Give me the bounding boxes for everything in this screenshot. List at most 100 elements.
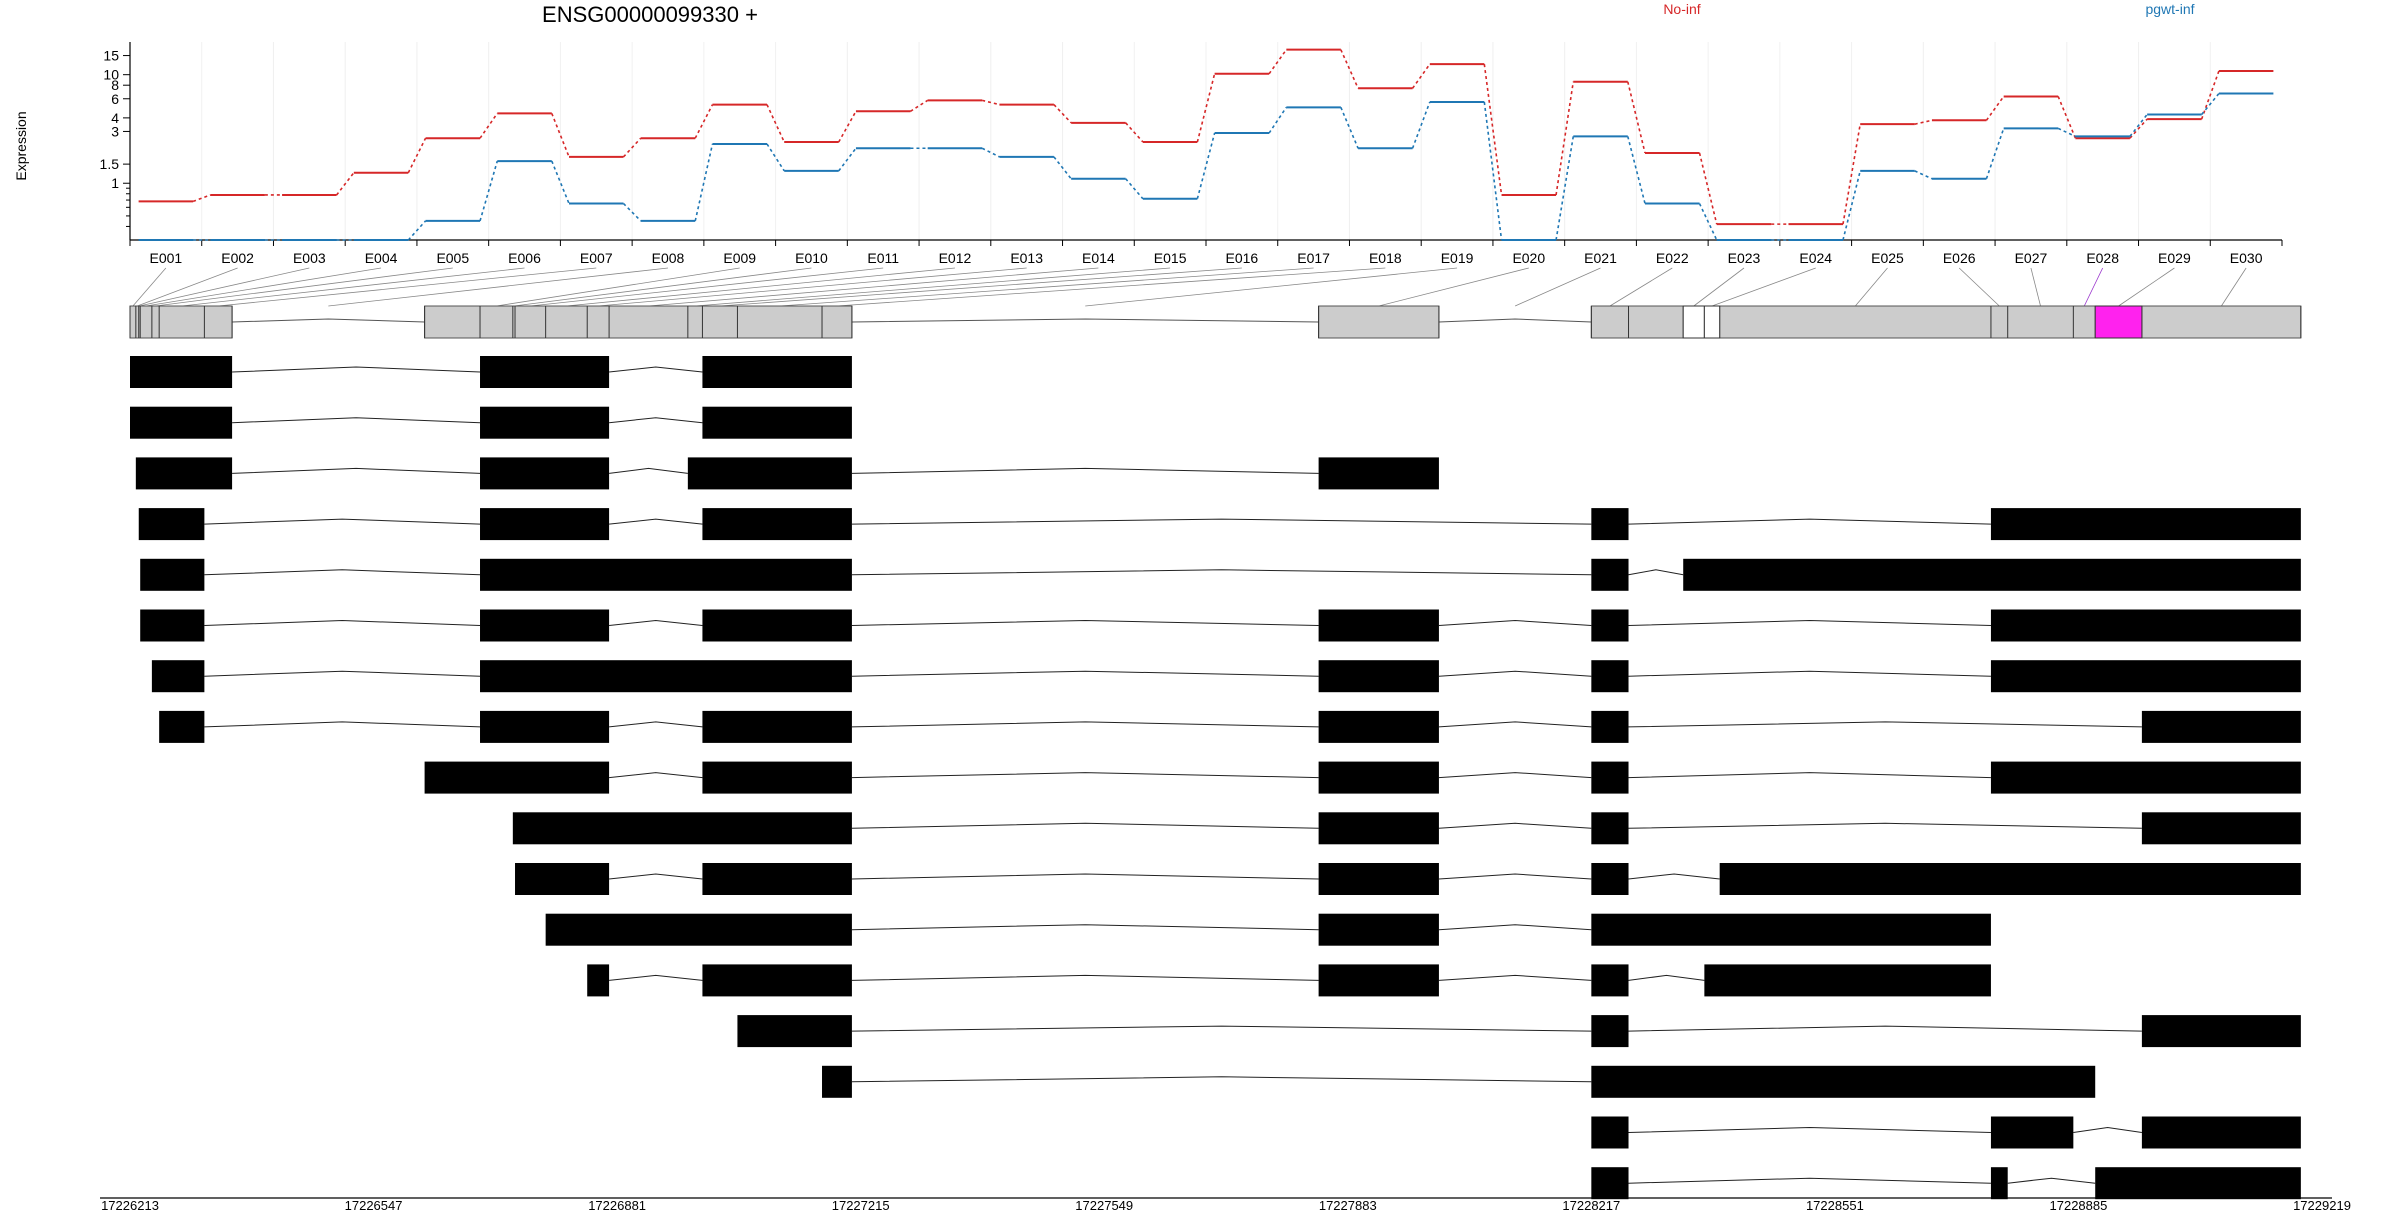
transcript-intron xyxy=(851,873,1319,880)
series-connector xyxy=(1268,106,1288,134)
exon-tick-label: E027 xyxy=(2015,250,2048,266)
series-connector xyxy=(1053,156,1072,180)
exon-tick-label: E022 xyxy=(1656,250,1689,266)
transcript-exon xyxy=(480,710,610,743)
transcript-exon xyxy=(1591,1065,2096,1098)
transcript-intron xyxy=(1438,619,1592,626)
series-No-inf xyxy=(138,48,2274,226)
exon-connector xyxy=(779,267,1314,307)
exon-connector xyxy=(155,267,453,307)
series-connector xyxy=(1340,107,1359,149)
series-connector xyxy=(2057,96,2077,139)
exon-tick-label: E026 xyxy=(1943,250,1976,266)
transcript-intron xyxy=(851,721,1319,728)
y-tick-label: 3 xyxy=(111,123,119,139)
series-connector xyxy=(1268,49,1287,75)
transcript-row xyxy=(159,710,2301,743)
transcript-exon xyxy=(822,1065,852,1098)
exon-tick-label: E003 xyxy=(293,250,326,266)
exon-tick-label: E021 xyxy=(1584,250,1617,266)
series-connector xyxy=(2129,113,2148,137)
series-connector xyxy=(1483,101,1503,241)
transcript-exon xyxy=(702,710,852,743)
transcript-intron xyxy=(1438,670,1592,677)
exon-tick-label: E011 xyxy=(867,250,899,266)
transcript-exon xyxy=(702,406,852,439)
transcript-exon xyxy=(2141,812,2301,845)
transcript-intron xyxy=(609,974,703,981)
series-connector xyxy=(1555,81,1575,196)
series-connector xyxy=(479,112,498,139)
transcript-exon xyxy=(2095,1167,2301,1200)
transcript-exon xyxy=(480,558,852,591)
series-connector xyxy=(1483,64,1503,196)
transcript-row xyxy=(1591,1167,2301,1200)
transcript-intron xyxy=(851,924,1319,931)
series-connector xyxy=(622,137,642,158)
y-tick-label: 1.5 xyxy=(100,156,120,172)
exon-connector xyxy=(2118,267,2175,307)
transcript-exon xyxy=(1318,710,1439,743)
transcript-exon xyxy=(1591,558,1629,591)
series-connector xyxy=(551,160,570,204)
y-tick-label: 10 xyxy=(103,67,119,83)
transcript-exon xyxy=(480,406,610,439)
exon-connector xyxy=(328,267,669,307)
y-tick-label: 8 xyxy=(111,77,119,93)
transcript-intron xyxy=(1438,721,1592,728)
transcript-exon xyxy=(702,863,852,895)
exon-connector xyxy=(132,267,167,307)
transcript-intron xyxy=(1438,924,1592,931)
exon-connector xyxy=(181,267,525,307)
transcript-row xyxy=(135,457,1439,490)
transcript-row xyxy=(545,913,1991,946)
y-tick-label: 1 xyxy=(111,175,119,191)
transcript-intron xyxy=(1628,1177,1991,1184)
exon-tick-label: E019 xyxy=(1441,250,1474,266)
transcript-intron xyxy=(1628,518,1991,525)
series-connector xyxy=(407,220,427,241)
exon-connector xyxy=(1958,267,2000,307)
exon-connector xyxy=(513,267,812,307)
gene-model xyxy=(129,305,2302,339)
series-pgwt-inf xyxy=(138,92,2274,241)
transcript-exon xyxy=(1990,660,2301,693)
transcript-exon xyxy=(702,356,852,388)
exon-tick-label: E001 xyxy=(150,250,183,266)
exon-tick-label: E009 xyxy=(723,250,756,266)
transcript-intron xyxy=(1628,1025,2142,1032)
exon-tick-label: E030 xyxy=(2230,250,2263,266)
transcript-intron xyxy=(232,467,481,474)
transcript-exon xyxy=(1591,863,1629,895)
transcript-exon xyxy=(2141,1116,2301,1149)
genomic-tick-label: 17227883 xyxy=(1319,1198,1377,1210)
series-connector xyxy=(622,202,642,222)
transcript-exon xyxy=(1990,508,2301,541)
exon-tick-label: E014 xyxy=(1082,250,1115,266)
transcript-exon xyxy=(1318,660,1439,693)
transcript-intron xyxy=(851,974,1319,981)
transcript-exon xyxy=(1318,863,1439,895)
y-tick-label: 15 xyxy=(103,48,119,64)
transcript-exon xyxy=(1591,710,1629,743)
transcript-exon xyxy=(140,558,205,591)
transcript-intron xyxy=(609,417,703,424)
genomic-tick-label: 17228217 xyxy=(1562,1198,1620,1210)
transcript-exon xyxy=(2141,1015,2301,1048)
exon-connector xyxy=(598,267,1027,307)
exon-tick-label: E023 xyxy=(1728,250,1761,266)
transcript-intron xyxy=(204,569,481,576)
transcript-exon xyxy=(512,812,852,845)
exon-tick-label: E012 xyxy=(939,250,972,266)
exon-connector xyxy=(648,267,1099,307)
transcript-exon xyxy=(1990,609,2301,642)
series-connector xyxy=(1053,104,1072,124)
transcript-intron xyxy=(1628,721,2142,728)
y-tick-label: 6 xyxy=(111,91,119,107)
genomic-tick-label: 17227549 xyxy=(1075,1198,1133,1210)
transcript-row xyxy=(822,1065,2096,1098)
exon-connector xyxy=(2221,267,2247,307)
exon-tick-label: E007 xyxy=(580,250,613,266)
exon-connector xyxy=(1378,267,1529,307)
series-connector xyxy=(838,147,857,172)
